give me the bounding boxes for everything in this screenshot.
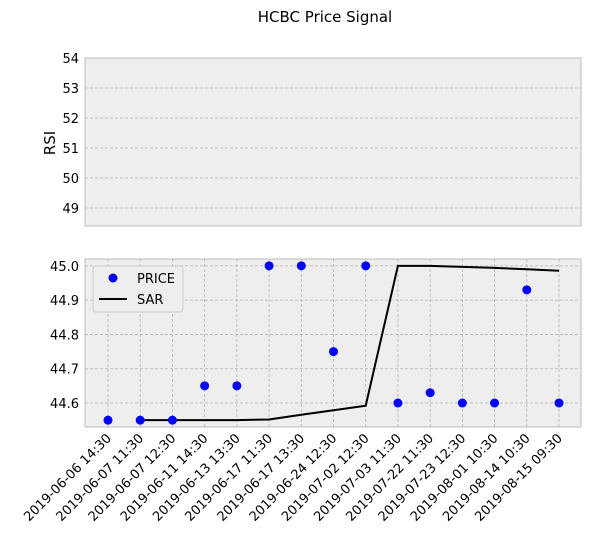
- rsi-y-tick-label: 50: [62, 172, 79, 187]
- price-point: [232, 381, 242, 391]
- rsi-y-tick-label: 54: [62, 52, 79, 67]
- legend-price-marker: [108, 273, 118, 283]
- price-frame: [84, 258, 582, 428]
- price-point: [167, 415, 177, 425]
- price-point: [393, 398, 403, 408]
- price-point: [296, 261, 306, 271]
- price-point: [329, 347, 338, 357]
- price-y-tick-label: 45.0: [50, 260, 79, 275]
- price-point: [264, 261, 274, 271]
- price-point: [425, 388, 435, 398]
- price-y-tick-label: 44.6: [50, 397, 79, 412]
- rsi-plot-area: [85, 58, 581, 226]
- chart-title: HCBC Price Signal: [258, 8, 392, 26]
- rsi-y-tick-label: 52: [62, 112, 79, 127]
- sar-line: [140, 264, 560, 422]
- price-y-tick-label: 44.9: [50, 294, 79, 309]
- price-point: [135, 415, 145, 425]
- rsi-y-tick-label: 53: [62, 82, 79, 97]
- price-point: [200, 381, 210, 391]
- legend: PRICE SAR: [92, 265, 184, 313]
- price-point: [361, 261, 371, 271]
- price-point: [103, 415, 113, 425]
- price-point: [522, 285, 532, 295]
- price-point: [554, 398, 564, 408]
- rsi-panel: 49 50 51 52 53 54: [62, 52, 582, 227]
- price-point: [490, 398, 500, 408]
- price-y-tick-label: 44.8: [50, 328, 79, 343]
- price-y-tick-label: 44.7: [50, 363, 79, 378]
- rsi-y-tick-label: 49: [62, 202, 79, 217]
- rsi-axis-label: RSI: [41, 131, 59, 155]
- price-point: [457, 398, 467, 408]
- rsi-frame: [84, 57, 582, 227]
- legend-sar-label: SAR: [137, 293, 163, 308]
- rsi-y-tick-label: 51: [62, 142, 79, 157]
- legend-price-label: PRICE: [137, 272, 175, 287]
